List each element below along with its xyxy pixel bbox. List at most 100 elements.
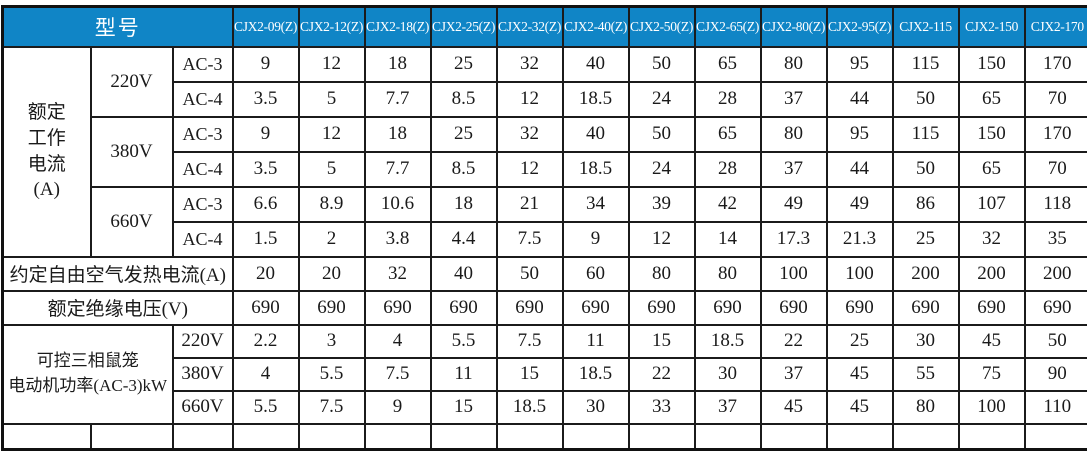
value-cell: 7.5 bbox=[495, 220, 564, 258]
value-cell: 39 bbox=[627, 185, 696, 223]
value-cell: 45 bbox=[957, 323, 1026, 359]
model-header-cell: CJX2-170 bbox=[1023, 5, 1087, 48]
value-cell: 690 bbox=[1023, 289, 1087, 326]
value-cell: 18.5 bbox=[561, 150, 630, 188]
value-cell: 70 bbox=[1023, 150, 1087, 188]
value-cell: 65 bbox=[957, 150, 1026, 188]
value-cell: 9 bbox=[561, 220, 630, 258]
value-cell: 80 bbox=[627, 255, 696, 292]
value-cell: 32 bbox=[957, 220, 1026, 258]
value-cell: 115 bbox=[891, 45, 960, 83]
value-cell: 12 bbox=[297, 45, 366, 83]
table-row: 660V 5.5 7.5 9 15 18.5 30 33 37 45 45 80 100 110 bbox=[3, 389, 1087, 425]
value-cell: 12 bbox=[495, 80, 564, 118]
value-cell: 9 bbox=[231, 115, 300, 153]
value-cell: 49 bbox=[759, 185, 828, 223]
value-cell: 7.7 bbox=[363, 150, 432, 188]
value-cell: 37 bbox=[693, 389, 762, 425]
value-cell: 95 bbox=[825, 45, 894, 83]
value-cell: 107 bbox=[957, 185, 1026, 223]
table-row: AC-4 3.5 5 7.7 8.5 12 18.5 24 28 37 44 50 65 70 bbox=[3, 150, 1087, 188]
value-cell: 3.5 bbox=[231, 150, 300, 188]
value-cell: 30 bbox=[693, 356, 762, 392]
model-header-cell: CJX2-32(Z) bbox=[495, 5, 564, 48]
value-cell: 40 bbox=[561, 45, 630, 83]
category-cell: AC-4 bbox=[171, 220, 234, 258]
value-cell: 24 bbox=[627, 80, 696, 118]
value-cell: 11 bbox=[429, 356, 498, 392]
value-cell: 80 bbox=[759, 45, 828, 83]
value-cell: 44 bbox=[825, 80, 894, 118]
model-header-cell: CJX2-150 bbox=[957, 5, 1026, 48]
value-cell: 690 bbox=[957, 289, 1026, 326]
model-header-cell: CJX2-25(Z) bbox=[429, 5, 498, 48]
value-cell: 150 bbox=[957, 115, 1026, 153]
value-cell: 8.9 bbox=[297, 185, 366, 223]
table-row: AC-4 3.5 5 7.7 8.5 12 18.5 24 28 37 44 50 65 70 bbox=[3, 80, 1087, 118]
value-cell: 690 bbox=[627, 289, 696, 326]
empty-cell bbox=[759, 422, 828, 451]
header-row: 型号 CJX2-09(Z) CJX2-12(Z) CJX2-18(Z) CJX2-25… bbox=[1, 5, 1087, 48]
value-cell: 690 bbox=[363, 289, 432, 326]
value-cell: 25 bbox=[825, 323, 894, 359]
value-cell: 2 bbox=[297, 220, 366, 258]
value-cell: 25 bbox=[429, 115, 498, 153]
empty-cell bbox=[495, 422, 564, 451]
value-cell: 80 bbox=[693, 255, 762, 292]
value-cell: 60 bbox=[561, 255, 630, 292]
model-header-cell: CJX2-40(Z) bbox=[561, 5, 630, 48]
value-cell: 50 bbox=[1023, 323, 1087, 359]
value-cell: 7.5 bbox=[495, 323, 564, 359]
value-cell: 50 bbox=[627, 45, 696, 83]
model-header-cell: CJX2-12(Z) bbox=[297, 5, 366, 48]
value-cell: 65 bbox=[957, 80, 1026, 118]
value-cell: 11 bbox=[561, 323, 630, 359]
table-row: 380V 4 5.5 7.5 11 15 18.5 22 30 37 45 55 75 90 bbox=[3, 356, 1087, 392]
table-row: 额定绝缘电压(V) 690 690 690 690 690 690 690 690 690 690… bbox=[1, 289, 1087, 326]
model-header-cell: CJX2-65(Z) bbox=[693, 5, 762, 48]
category-cell: AC-3 bbox=[171, 115, 234, 153]
category-cell: AC-3 bbox=[171, 45, 234, 83]
empty-cell bbox=[429, 422, 498, 451]
value-cell: 65 bbox=[693, 45, 762, 83]
voltage-cell: 660V bbox=[171, 389, 234, 425]
value-cell: 690 bbox=[825, 289, 894, 326]
value-cell: 75 bbox=[957, 356, 1026, 392]
table-row: 约定自由空气发热电流(A) 20 20 32 40 50 60 80 80 100 100 200 2… bbox=[1, 255, 1087, 292]
value-cell: 690 bbox=[759, 289, 828, 326]
empty-cell bbox=[231, 422, 300, 451]
model-header-cell: CJX2-18(Z) bbox=[363, 5, 432, 48]
value-cell: 7.7 bbox=[363, 80, 432, 118]
value-cell: 21.3 bbox=[825, 220, 894, 258]
value-cell: 18.5 bbox=[693, 323, 762, 359]
value-cell: 37 bbox=[759, 80, 828, 118]
value-cell: 200 bbox=[891, 255, 960, 292]
voltage-cell: 220V bbox=[171, 323, 234, 359]
value-cell: 1.5 bbox=[231, 220, 300, 258]
table-row: 可控三相鼠笼 电动机功率(AC-3)kW 220V 2.2 3 4 5.5 7.5 11 1… bbox=[1, 323, 1087, 425]
voltage-cell: 380V bbox=[89, 115, 174, 188]
value-cell: 40 bbox=[561, 115, 630, 153]
value-cell: 70 bbox=[1023, 80, 1087, 118]
value-cell: 18 bbox=[429, 185, 498, 223]
value-cell: 690 bbox=[231, 289, 300, 326]
value-cell: 170 bbox=[1023, 45, 1087, 83]
value-cell: 65 bbox=[693, 115, 762, 153]
value-cell: 18 bbox=[363, 45, 432, 83]
value-cell: 50 bbox=[627, 115, 696, 153]
value-cell: 30 bbox=[561, 389, 630, 425]
value-cell: 20 bbox=[231, 255, 300, 292]
value-cell: 690 bbox=[693, 289, 762, 326]
model-header-cell: CJX2-115 bbox=[891, 5, 960, 48]
value-cell: 4 bbox=[363, 323, 432, 359]
table-row: AC-4 1.5 2 3.8 4.4 7.5 9 12 14 17.3 21.3 25 32 35 bbox=[3, 220, 1087, 258]
value-cell: 32 bbox=[363, 255, 432, 292]
value-cell: 110 bbox=[1023, 389, 1087, 425]
model-column-label: 型号 bbox=[1, 5, 234, 48]
motor-power-label: 可控三相鼠笼 电动机功率(AC-3)kW bbox=[1, 323, 174, 425]
value-cell: 34 bbox=[561, 185, 630, 223]
value-cell: 14 bbox=[693, 220, 762, 258]
value-cell: 32 bbox=[495, 45, 564, 83]
value-cell: 690 bbox=[891, 289, 960, 326]
value-cell: 22 bbox=[759, 323, 828, 359]
